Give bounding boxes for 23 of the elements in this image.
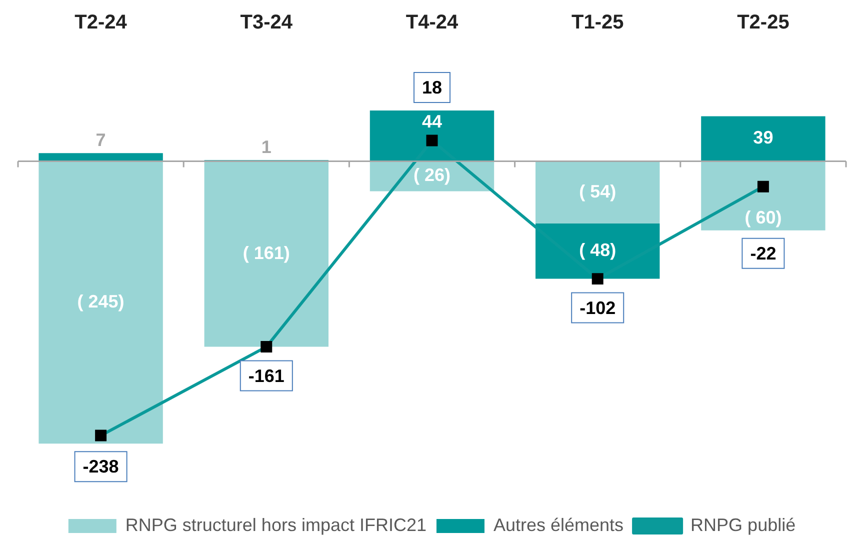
data-label: 1 [261, 137, 272, 158]
data-label: ( 245) [77, 291, 124, 312]
x-tick-label: T1-25 [571, 12, 624, 34]
data-label: ( 48) [579, 240, 616, 260]
data-label: -22 [750, 243, 776, 264]
data-label: ( 26) [413, 165, 451, 186]
data-label: -238 [82, 456, 119, 477]
data-label: 7 [96, 130, 106, 150]
data-label: 44 [422, 112, 442, 132]
x-tick-label: T3-24 [240, 12, 294, 34]
data-label: ( 60) [744, 207, 782, 228]
x-tick-label: T2-24 [74, 12, 128, 34]
data-label: ( 161) [242, 242, 290, 263]
data-label: -102 [580, 298, 616, 318]
data-label: 18 [422, 78, 442, 98]
data-label: 39 [753, 128, 774, 148]
legend-label: RNPG structurel hors impact IFRIC21 [125, 514, 426, 535]
x-tick-label: T2-25 [737, 12, 790, 34]
legend-label: RNPG publié [690, 514, 796, 535]
x-tick-label: T4-24 [406, 12, 459, 34]
data-label: ( 54) [579, 181, 616, 202]
data-label: -161 [248, 366, 284, 386]
legend-label: Autres éléments [493, 514, 624, 535]
